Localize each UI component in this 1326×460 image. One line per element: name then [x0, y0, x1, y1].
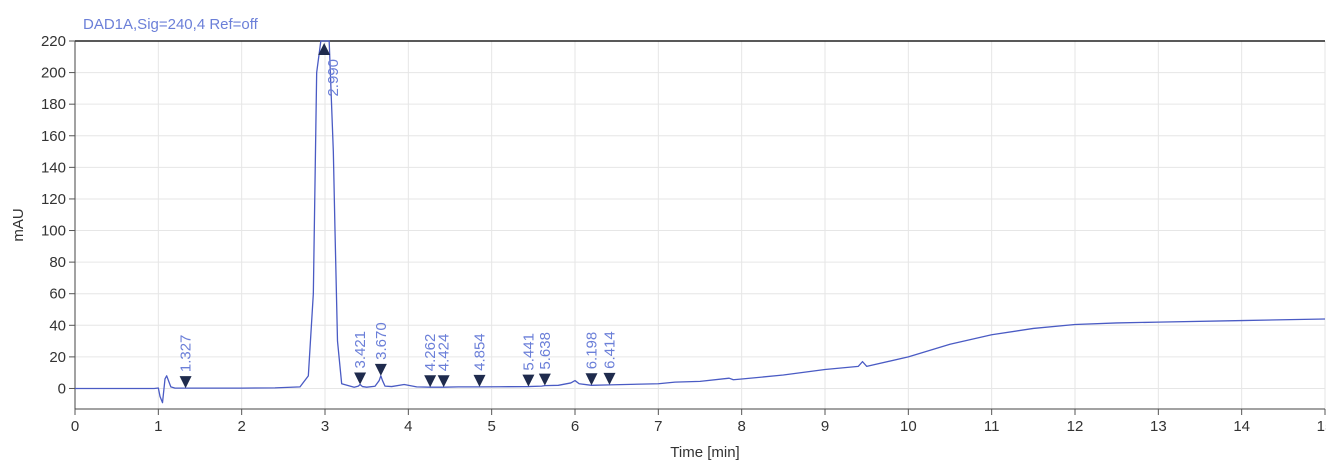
y-tick-label: 40 — [49, 317, 66, 334]
peak-label: 1.327 — [178, 335, 195, 373]
y-tick-label: 180 — [41, 96, 66, 113]
y-tick-label: 100 — [41, 223, 66, 240]
peak-marker — [603, 372, 616, 385]
peak-marker — [424, 375, 437, 388]
x-tick-label: 2 — [237, 418, 245, 435]
series — [75, 40, 1326, 404]
y-axis-title: mAU — [10, 208, 27, 241]
peak-marker — [354, 372, 367, 385]
y-tick-label: 60 — [49, 286, 66, 303]
signal-line — [75, 40, 1326, 404]
y-tick-label: 140 — [41, 159, 66, 176]
peak-marker — [437, 375, 450, 388]
y-tick-label: 120 — [41, 191, 66, 208]
x-axis-title: Time [min] — [670, 444, 739, 460]
y-tick-label: 160 — [41, 128, 66, 145]
peak-marker — [538, 373, 551, 386]
x-tick-label: 11 — [984, 418, 1000, 435]
x-tick-label: 6 — [571, 418, 579, 435]
peak-label: 5.441 — [520, 333, 537, 371]
peak-label: 5.638 — [537, 332, 554, 370]
peak-label: 6.198 — [584, 332, 601, 370]
peak-label: 6.414 — [602, 331, 619, 369]
peak-label: 4.424 — [436, 334, 453, 372]
x-tick-label: 4 — [404, 418, 412, 435]
chart-title: DAD1A,Sig=240,4 Ref=off — [83, 16, 259, 33]
y-tick-label: 0 — [58, 380, 66, 397]
x-tick-label: 12 — [1067, 418, 1084, 435]
peak-label: 3.421 — [352, 331, 369, 369]
peak-marker — [318, 43, 331, 55]
peak-marker — [374, 363, 387, 376]
x-tick-label: 1 — [154, 418, 162, 435]
x-tick-label: 14 — [1233, 418, 1250, 435]
peak-label: 4.854 — [472, 333, 489, 371]
x-tick-label: 15 — [1317, 418, 1326, 435]
peak-label: 2.990 — [325, 59, 342, 97]
x-tick-label: 0 — [71, 418, 79, 435]
y-tick-label: 80 — [49, 254, 66, 271]
x-tick-label: 10 — [900, 418, 917, 435]
plot-frame — [74, 40, 1325, 410]
x-ticks: 0123456789101112131415 — [71, 409, 1326, 435]
peak-marker — [473, 374, 486, 387]
peak-marker — [522, 374, 535, 387]
x-tick-label: 7 — [654, 418, 662, 435]
y-tick-label: 200 — [41, 65, 66, 82]
y-ticks: 0 20 40 60 80 100 120 140 160 180 200 220 — [41, 33, 75, 397]
x-tick-label: 3 — [321, 418, 329, 435]
y-tick-label: 220 — [41, 33, 66, 50]
x-tick-label: 13 — [1150, 418, 1167, 435]
y-tick-label: 20 — [49, 349, 66, 366]
peak-marker — [585, 373, 598, 386]
peak-marker — [179, 376, 192, 389]
x-tick-label: 8 — [737, 418, 745, 435]
x-tick-label: 5 — [487, 418, 495, 435]
x-tick-label: 9 — [821, 418, 829, 435]
peak-label: 4.262 — [422, 334, 439, 372]
grid — [74, 40, 1326, 409]
peak-label: 3.670 — [373, 322, 390, 360]
